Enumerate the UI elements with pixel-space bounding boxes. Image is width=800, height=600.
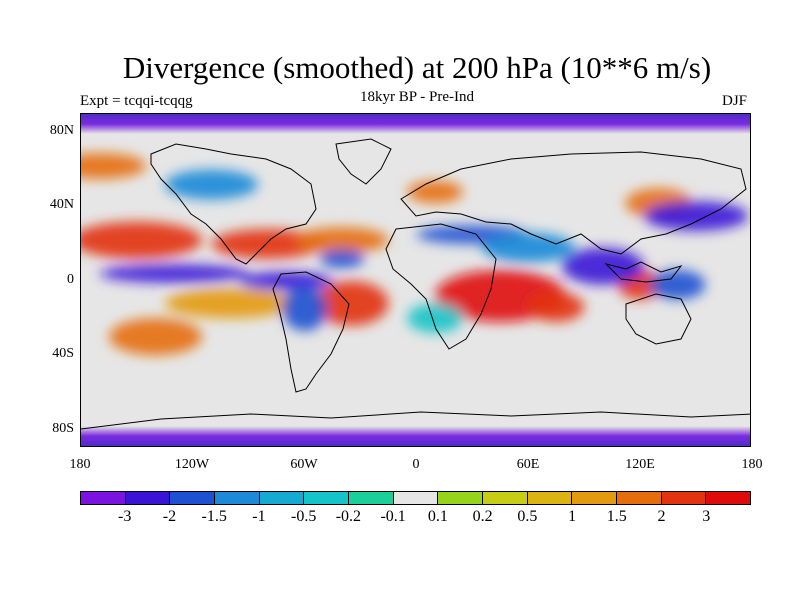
- anomaly-region-3: [295, 227, 389, 254]
- anomaly-region-14: [282, 286, 328, 332]
- anomaly-region-4: [108, 318, 203, 356]
- colorbar-label-13: 3: [702, 508, 711, 525]
- colorbar-box-3: [215, 492, 260, 504]
- colorbar-box-7: [393, 492, 439, 504]
- anomaly-region-11: [407, 180, 464, 204]
- coastline-australia: [625, 293, 692, 345]
- lon-label-60w: 60W: [290, 457, 318, 472]
- coastline-antarctica: [81, 411, 750, 430]
- colorbar-box-2: [170, 492, 216, 504]
- colorbar-label-4: -0.5: [290, 508, 317, 525]
- colorbar-box-6: [349, 492, 394, 504]
- coastline-south-america: [272, 271, 350, 393]
- anomaly-region-1: [81, 221, 203, 259]
- colorbar-box-8: [438, 492, 484, 504]
- colorbar-box-4: [259, 492, 305, 504]
- lon-label-180e: 180: [741, 457, 763, 472]
- lat-label-80n: 80N: [49, 123, 74, 138]
- anomaly-region-12: [99, 264, 249, 283]
- map-title: Divergence (smoothed) at 200 hPa (10**6 …: [122, 50, 712, 85]
- lon-label-180w: 180: [69, 457, 91, 472]
- colorbar-label-0: -3: [118, 508, 132, 525]
- anomaly-region-15: [164, 169, 259, 200]
- anomaly-region-16: [319, 249, 365, 269]
- colorbar-label-6: -0.1: [380, 508, 406, 525]
- colorbar-label-5: -0.2: [335, 508, 362, 525]
- anomaly-region-8: [528, 292, 585, 322]
- colorbar-label-8: 0.2: [472, 508, 493, 525]
- coastline-africa: [385, 223, 497, 350]
- anomaly-region-21: [649, 269, 706, 300]
- colorbar-label-3: -1: [252, 508, 266, 525]
- season-label: DJF: [722, 93, 748, 109]
- coastline-greenland: [335, 138, 392, 185]
- coastline-maritime-continent: [604, 261, 683, 283]
- colorbar-box-12: [617, 492, 662, 504]
- period-label: 18kyr BP - Pre-Ind: [359, 89, 475, 105]
- lat-label-equator: 0: [67, 272, 74, 287]
- experiment-label: Expt = tcqqi-tcqqg: [80, 93, 193, 109]
- colorbar-label-2: -1.5: [201, 508, 227, 525]
- colorbar-label-1: -2: [162, 508, 177, 525]
- divergence-map: [80, 113, 751, 447]
- colorbar-box-5: [304, 492, 350, 504]
- coastlines: [81, 138, 750, 430]
- coastline-eurasia: [400, 151, 747, 255]
- anomaly-region-2: [211, 229, 324, 259]
- lat-label-40n: 40N: [49, 197, 74, 212]
- anomaly-region-18: [481, 232, 575, 263]
- lon-label-0: 0: [412, 457, 420, 472]
- colorbar-box-14: [706, 492, 751, 504]
- colorbar-label-7: 0.1: [427, 508, 448, 525]
- colorbar-label-10: 1: [568, 508, 577, 525]
- anomaly-region-13: [239, 271, 333, 291]
- colorbar-label-12: 2: [657, 508, 666, 525]
- divergence-field: [81, 152, 749, 356]
- lon-label-120e: 120E: [625, 457, 655, 472]
- colorbar-box-10: [527, 492, 573, 504]
- lon-label-60e: 60E: [516, 457, 540, 472]
- colorbar-box-9: [483, 492, 528, 504]
- lat-label-80s: 80S: [52, 421, 74, 436]
- lat-label-40s: 40S: [52, 346, 74, 361]
- colorbar-label-9: 0.5: [517, 508, 538, 525]
- colorbar-box-11: [572, 492, 618, 504]
- anomaly-region-0: [81, 152, 147, 179]
- anomaly-region-22: [407, 303, 464, 333]
- colorbar-box-13: [661, 492, 707, 504]
- coastline-north-america: [150, 143, 317, 265]
- colorbar-label-11: 1.5: [606, 508, 627, 525]
- anomaly-region-6: [313, 281, 389, 326]
- anomaly-region-19: [561, 247, 644, 285]
- lon-label-120w: 120W: [174, 457, 210, 472]
- map-field-svg: [81, 138, 750, 430]
- colorbar-box-0: [81, 492, 126, 504]
- colorbar-box-1: [125, 492, 171, 504]
- anomaly-region-5: [164, 288, 296, 319]
- colorbar: [80, 491, 751, 505]
- anomaly-region-20: [643, 201, 749, 231]
